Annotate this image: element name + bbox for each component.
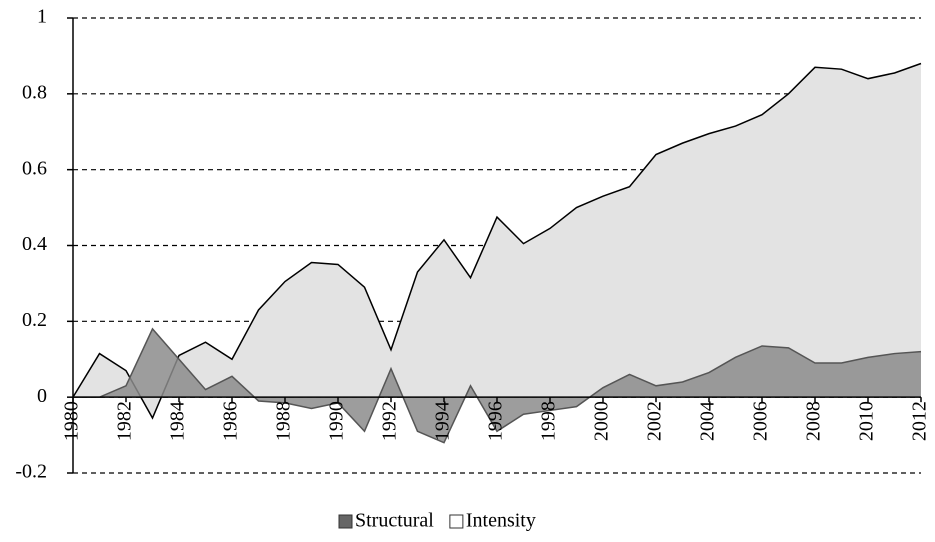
x-tick-label: 2002 bbox=[644, 401, 666, 441]
x-tick-label: 1994 bbox=[432, 401, 454, 441]
x-tick-label: 2008 bbox=[803, 401, 825, 441]
x-tick-label: 1984 bbox=[167, 401, 189, 441]
x-tick-label: 1990 bbox=[326, 401, 348, 441]
x-tick-label: 2004 bbox=[697, 401, 719, 441]
legend-label: Structural bbox=[355, 510, 434, 532]
x-tick-label: 1996 bbox=[485, 401, 507, 441]
legend-item: Structural bbox=[338, 510, 434, 532]
y-tick-label: -0.2 bbox=[15, 461, 47, 483]
x-tick-label: 1992 bbox=[379, 401, 401, 441]
x-tick-label: 2000 bbox=[591, 401, 613, 441]
x-tick-label: 1988 bbox=[273, 401, 295, 441]
legend-swatch bbox=[338, 514, 353, 529]
x-tick-label: 2012 bbox=[909, 401, 931, 441]
x-tick-label: 2010 bbox=[856, 401, 878, 441]
area bbox=[73, 63, 921, 419]
y-tick-label: 1 bbox=[37, 6, 47, 28]
x-tick-label: 1986 bbox=[220, 401, 242, 441]
legend-item: Intensity bbox=[449, 510, 536, 532]
x-tick-label: 1982 bbox=[114, 401, 136, 441]
x-tick-label: 1980 bbox=[61, 401, 83, 441]
y-tick-label: 0.4 bbox=[22, 233, 47, 255]
line bbox=[72, 62, 922, 420]
area bbox=[73, 328, 921, 443]
y-tick-label: 0.6 bbox=[22, 157, 47, 179]
line bbox=[73, 327, 922, 444]
y-tick-label: 0.2 bbox=[22, 309, 47, 331]
y-tick-label: 0.8 bbox=[22, 81, 47, 103]
y-tick-label: 0 bbox=[37, 385, 47, 407]
legend-label: Intensity bbox=[466, 510, 536, 532]
x-tick-label: 2006 bbox=[750, 401, 772, 441]
x-tick-label: 1998 bbox=[538, 401, 560, 441]
legend-swatch bbox=[449, 514, 464, 529]
